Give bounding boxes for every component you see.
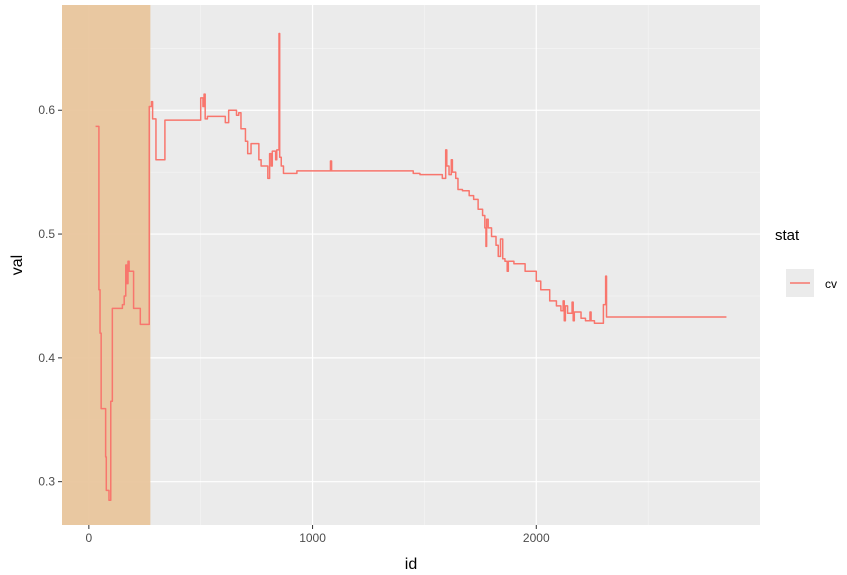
series-layer: [95, 32, 727, 501]
y-axis-title: val: [9, 255, 26, 275]
x-axis: 0 1000 2000: [86, 525, 550, 545]
y-tick-label: 0.5: [38, 227, 55, 241]
major-grid: [62, 5, 760, 525]
legend: stat cv: [775, 227, 837, 297]
minor-grid: [62, 5, 760, 525]
y-tick-label: 0.4: [38, 351, 55, 365]
x-tick-label: 1000: [299, 531, 326, 545]
series-line-cv: [95, 32, 727, 501]
x-axis-title: id: [405, 556, 417, 573]
x-tick-label: 2000: [523, 531, 550, 545]
plot-panel: [62, 5, 760, 525]
y-tick-label: 0.3: [38, 475, 55, 489]
y-tick-label: 0.6: [38, 103, 55, 117]
legend-label-cv: cv: [825, 277, 837, 291]
legend-title: stat: [775, 227, 800, 244]
x-tick-label: 0: [86, 531, 93, 545]
y-axis: 0.3 0.4 0.5 0.6: [38, 103, 62, 489]
